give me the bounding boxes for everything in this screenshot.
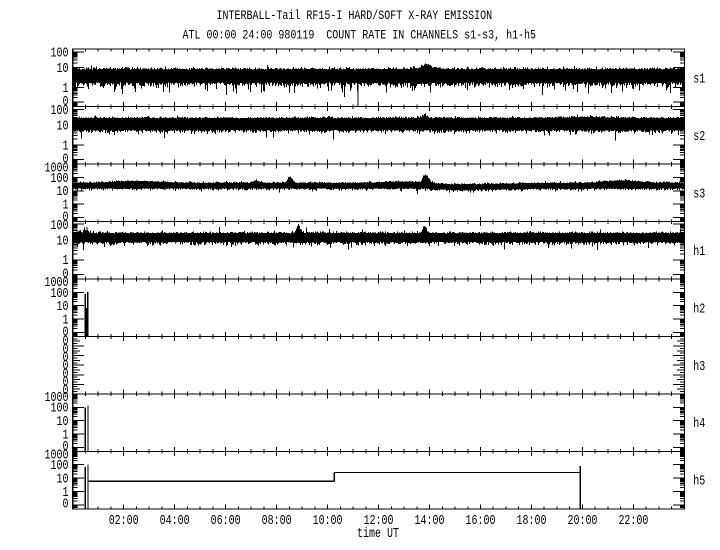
svg-text:1000: 1000 xyxy=(45,160,69,176)
svg-text:1: 1 xyxy=(63,427,69,443)
svg-text:18:00: 18:00 xyxy=(516,512,546,528)
svg-text:time UT: time UT xyxy=(357,526,399,542)
svg-text:1: 1 xyxy=(63,253,69,269)
svg-text:0: 0 xyxy=(63,382,69,398)
svg-text:0: 0 xyxy=(63,94,69,110)
svg-text:22:00: 22:00 xyxy=(618,512,648,528)
svg-text:0: 0 xyxy=(63,151,69,167)
svg-text:10: 10 xyxy=(57,233,69,249)
svg-text:1000: 1000 xyxy=(45,390,69,406)
svg-text:10: 10 xyxy=(57,471,69,487)
svg-text:0: 0 xyxy=(63,324,69,340)
svg-text:10: 10 xyxy=(57,118,69,134)
svg-text:02:00: 02:00 xyxy=(109,512,139,528)
svg-text:04:00: 04:00 xyxy=(160,512,190,528)
svg-text:100: 100 xyxy=(51,170,69,186)
svg-text:h3: h3 xyxy=(693,358,705,374)
svg-text:100: 100 xyxy=(51,217,69,233)
svg-text:s2: s2 xyxy=(693,129,705,145)
svg-text:h2: h2 xyxy=(693,301,705,317)
svg-text:16:00: 16:00 xyxy=(466,512,496,528)
svg-text:0: 0 xyxy=(63,358,69,374)
svg-text:20:00: 20:00 xyxy=(567,512,597,528)
svg-text:0: 0 xyxy=(63,209,69,225)
svg-text:INTERBALL-Tail RF15-I HARD/SOF: INTERBALL-Tail RF15-I HARD/SOFT X-RAY EM… xyxy=(217,9,493,23)
svg-text:10: 10 xyxy=(57,414,69,430)
svg-text:0: 0 xyxy=(63,266,69,282)
svg-text:08:00: 08:00 xyxy=(262,512,292,528)
svg-text:10: 10 xyxy=(57,184,69,200)
svg-text:10: 10 xyxy=(57,61,69,77)
svg-text:0: 0 xyxy=(63,333,69,349)
svg-text:1: 1 xyxy=(63,312,69,328)
svg-text:12:00: 12:00 xyxy=(364,512,394,528)
svg-text:100: 100 xyxy=(51,45,69,61)
svg-text:1: 1 xyxy=(63,484,69,500)
svg-text:1: 1 xyxy=(63,197,69,213)
svg-text:ATL 00:00 24:00 980119 COUNT: ATL 00:00 24:00 980119 COUNT RATE IN CHA… xyxy=(183,28,537,42)
svg-text:0: 0 xyxy=(63,496,69,512)
svg-text:1: 1 xyxy=(63,138,69,154)
svg-text:h5: h5 xyxy=(693,473,705,489)
svg-text:s1: s1 xyxy=(693,71,705,87)
svg-text:h4: h4 xyxy=(693,416,705,432)
svg-text:s3: s3 xyxy=(693,186,705,202)
svg-text:1000: 1000 xyxy=(45,275,69,291)
svg-text:06:00: 06:00 xyxy=(211,512,241,528)
svg-text:1000: 1000 xyxy=(45,447,69,463)
svg-text:100: 100 xyxy=(51,458,69,474)
svg-text:0: 0 xyxy=(63,374,69,390)
svg-text:0: 0 xyxy=(63,341,69,357)
svg-text:h1: h1 xyxy=(693,244,705,260)
svg-text:1: 1 xyxy=(63,80,69,96)
svg-text:100: 100 xyxy=(51,102,69,118)
svg-text:14:00: 14:00 xyxy=(415,512,445,528)
svg-text:0: 0 xyxy=(63,439,69,455)
svg-text:100: 100 xyxy=(51,285,69,301)
svg-text:0: 0 xyxy=(63,366,69,382)
svg-text:10: 10 xyxy=(57,299,69,315)
svg-text:100: 100 xyxy=(51,400,69,416)
svg-text:0: 0 xyxy=(63,350,69,366)
svg-text:10:00: 10:00 xyxy=(313,512,343,528)
